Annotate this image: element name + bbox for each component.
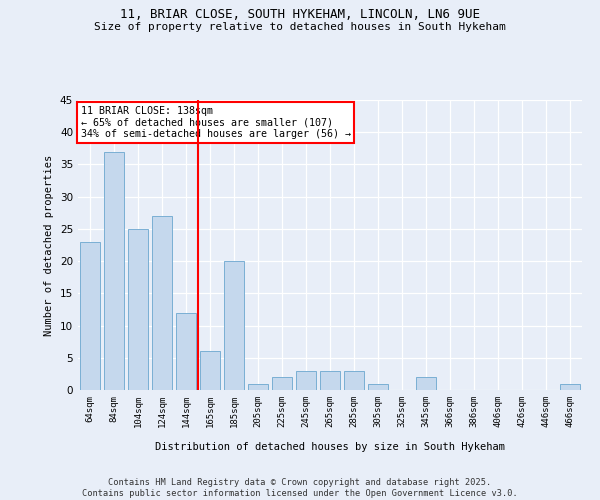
Bar [416, 377, 436, 390]
Bar [320, 370, 340, 390]
Bar [344, 370, 364, 390]
Bar [296, 370, 316, 390]
Bar [152, 216, 172, 390]
Text: Distribution of detached houses by size in South Hykeham: Distribution of detached houses by size … [155, 442, 505, 452]
Bar [368, 384, 388, 390]
Bar [224, 261, 244, 390]
Bar [80, 242, 100, 390]
Bar [200, 352, 220, 390]
Text: Contains HM Land Registry data © Crown copyright and database right 2025.
Contai: Contains HM Land Registry data © Crown c… [82, 478, 518, 498]
Bar [104, 152, 124, 390]
Bar [560, 384, 580, 390]
Text: 11 BRIAR CLOSE: 138sqm
← 65% of detached houses are smaller (107)
34% of semi-de: 11 BRIAR CLOSE: 138sqm ← 65% of detached… [80, 106, 350, 139]
Y-axis label: Number of detached properties: Number of detached properties [44, 154, 55, 336]
Bar [248, 384, 268, 390]
Text: 11, BRIAR CLOSE, SOUTH HYKEHAM, LINCOLN, LN6 9UE: 11, BRIAR CLOSE, SOUTH HYKEHAM, LINCOLN,… [120, 8, 480, 20]
Bar [176, 312, 196, 390]
Bar [272, 377, 292, 390]
Text: Size of property relative to detached houses in South Hykeham: Size of property relative to detached ho… [94, 22, 506, 32]
Bar [128, 229, 148, 390]
